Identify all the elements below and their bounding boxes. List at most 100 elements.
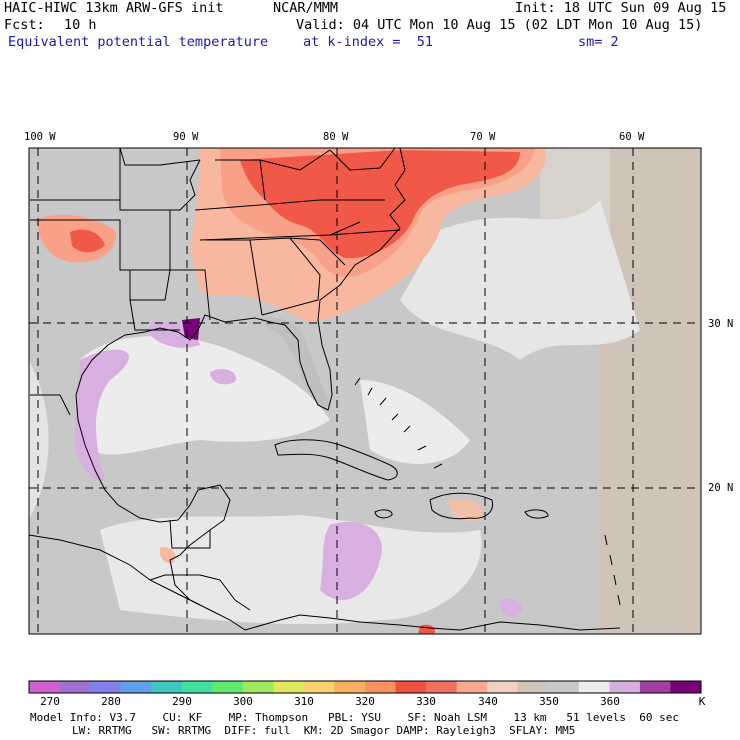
colorbar-label-unit: K [699, 695, 706, 708]
boundary-nicaragua [219, 579, 251, 611]
valid-time: Valid: 04 UTC Mon 10 Aug 15 (02 LDT Mon … [296, 17, 703, 33]
coastline-hispaniola [429, 492, 494, 520]
colorbar-swatch [365, 681, 397, 693]
colorbar-swatch [609, 681, 641, 693]
colorbar-label-310: 310 [294, 695, 314, 708]
lon-label-80w: 80 W [323, 131, 349, 143]
coastline-jamaica [374, 509, 393, 519]
boundary-arkansas [130, 210, 171, 301]
colorbar-frame [28, 680, 702, 694]
colorbar-swatch [487, 681, 519, 693]
colorbar-swatch [273, 681, 305, 693]
colorbar-swatch [90, 681, 122, 693]
field-light-gulf [80, 336, 330, 455]
colorbar-swatch [517, 681, 549, 693]
colorbar-swatch [548, 681, 580, 693]
colorbar-label-330: 330 [416, 695, 436, 708]
field-light-mexico [29, 360, 49, 520]
colorbar-swatch [303, 681, 335, 693]
boundary-georgia [249, 237, 321, 316]
field-lavender-texas [74, 349, 129, 481]
field-tan-east [600, 148, 701, 634]
colorbar-swatch [181, 681, 213, 693]
lon-label-60w: 60 W [619, 131, 645, 143]
field-light-bahamas [360, 380, 470, 464]
boundary-carolinas [289, 237, 346, 266]
boundary-indiana [259, 159, 266, 201]
field-warm-oklahoma-core [70, 229, 105, 253]
colorbar-swatch [456, 681, 488, 693]
boundary-ohio [215, 149, 331, 171]
colorbar [29, 681, 702, 693]
field-warm-hispaniola [448, 498, 483, 522]
colorbar-label-290: 290 [172, 695, 192, 708]
boundary-nc-va [329, 229, 401, 236]
field-light-caribbean [100, 515, 482, 625]
field-florida [260, 317, 330, 407]
colorbar-label-270: 270 [40, 695, 60, 708]
fcst-value: 10 h [64, 17, 97, 33]
boundary-belize [169, 519, 211, 549]
model-title: HAIC-HIWC 13km ARW-GFS init [4, 0, 224, 16]
colorbar-swatch [578, 681, 610, 693]
colorbar-label-280: 280 [101, 695, 121, 708]
colorbar-label-350: 350 [539, 695, 559, 708]
boundary-louisiana [129, 270, 180, 331]
boundary-iowa [119, 148, 201, 166]
lat-label-20n: 20 N [708, 482, 734, 494]
fcst-label: Fcst: [4, 17, 45, 33]
coastline-puerto-rico [524, 509, 549, 519]
boundary-missouri [119, 148, 201, 211]
org-label: NCAR/MMM [273, 0, 339, 16]
coastline-south-america [244, 614, 621, 631]
footer-model-info: Model Info: V3.7 CU: KF MP: Thompson PBL… [30, 711, 680, 724]
field-light-atlantic [400, 200, 640, 360]
latlon-grid [29, 148, 701, 634]
colorbar-swatch [395, 681, 427, 693]
colorbar-swatch [59, 681, 91, 693]
colorbar-swatch [426, 681, 458, 693]
boundary-mississippi [170, 269, 211, 321]
footer-physics-info: LW: RRTMG SW: RRTMG DIFF: full KM: 2D Sm… [72, 724, 576, 737]
colorbar-label-360: 360 [600, 695, 620, 708]
level-label: at k-index = 51 [303, 34, 434, 50]
colorbar-swatch [212, 681, 244, 693]
colorbar-label-320: 320 [355, 695, 375, 708]
colorbar-swatch [242, 681, 274, 693]
boundaries [29, 148, 621, 631]
smoothing-label: sm= 2 [578, 34, 619, 50]
boundary-wv [329, 148, 396, 171]
colorbar-label-300: 300 [233, 695, 253, 708]
colorbar-swatch [120, 681, 152, 693]
colorbar-swatch [670, 681, 702, 693]
field-name: Equivalent potential temperature [8, 34, 269, 50]
field-lavender-south [499, 598, 523, 617]
colorbar-label-340: 340 [478, 695, 498, 708]
field-lavender-caribbean [320, 521, 382, 600]
boundary-honduras [149, 574, 221, 581]
field-lavender-gulf [210, 369, 236, 385]
map-frame [28, 147, 702, 635]
lon-label-90w: 90 W [173, 131, 199, 143]
colorbar-swatch [639, 681, 671, 693]
coastline-us-gulf [75, 148, 406, 531]
colorbar-swatch [151, 681, 183, 693]
lon-label-100w: 100 W [24, 131, 56, 143]
init-time: Init: 18 UTC Sun 09 Aug 15 [515, 0, 727, 16]
coastline-pacific [29, 534, 201, 606]
field-lavender-louisiana [150, 321, 200, 348]
lon-label-70w: 70 W [470, 131, 496, 143]
colorbar-labels: 270 280 290 300 310 320 330 340 350 360 … [40, 695, 706, 708]
coastline-bahamas [354, 377, 443, 469]
colorbar-swatch [334, 681, 366, 693]
field-warm-red [240, 150, 520, 259]
colorbar-swatch [29, 681, 61, 693]
coastline-cuba [274, 439, 398, 481]
boundary-oklahoma [30, 219, 170, 271]
boundary-kentucky [194, 199, 385, 211]
coastline-antilles [604, 534, 621, 606]
map-field [29, 148, 701, 634]
lat-label-30n: 30 N [708, 318, 734, 330]
boundary-mexico-north [30, 394, 71, 416]
